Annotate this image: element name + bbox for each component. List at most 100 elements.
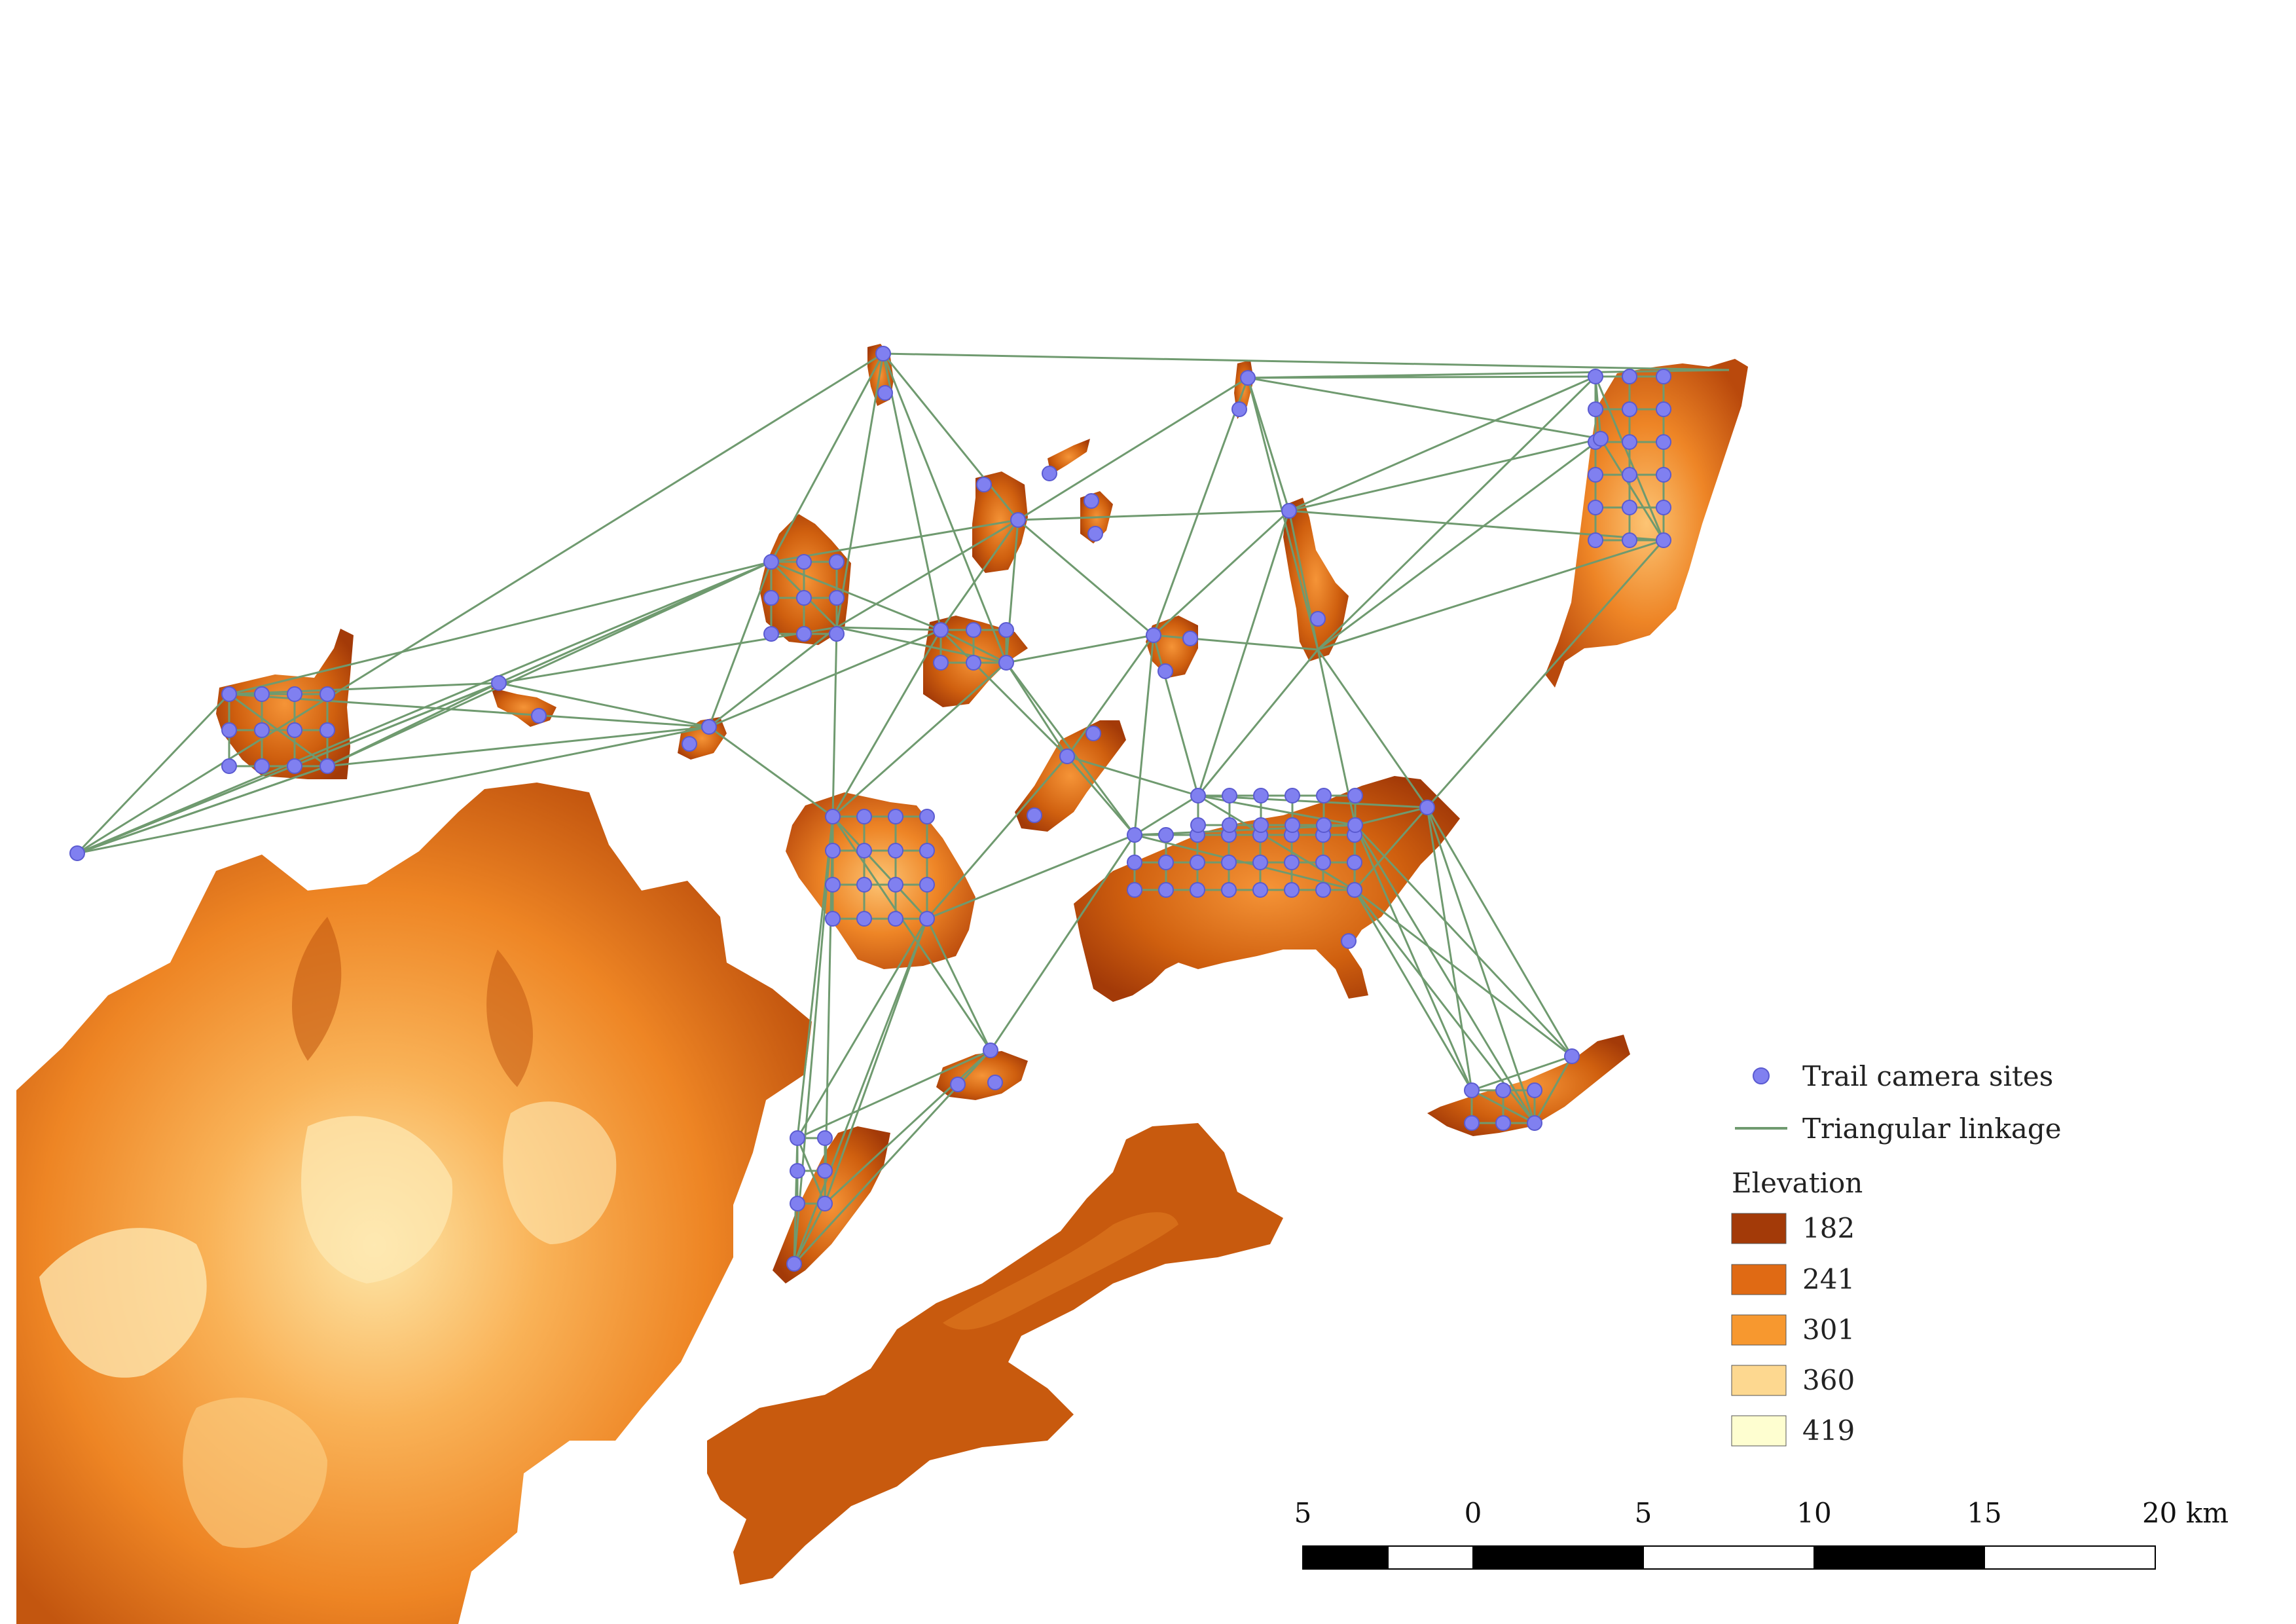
camera-site (1656, 500, 1671, 515)
linkage-line (771, 561, 941, 631)
linkage-line (1317, 539, 1664, 651)
linkage-line (832, 661, 1007, 818)
linkage-network (76, 352, 1730, 1265)
camera-site (1222, 788, 1237, 803)
camera-site (1158, 827, 1174, 843)
scale-label-3: 10 (1796, 1497, 1831, 1529)
linkage-line (327, 726, 710, 767)
camera-site (1622, 532, 1637, 548)
linkage-line (1134, 794, 1199, 836)
terrain-ridge-region (707, 1123, 1283, 1585)
camera-site (1284, 855, 1300, 870)
linkage-line (1317, 649, 1429, 808)
linkage-line (1066, 756, 1136, 836)
camera-site (319, 758, 335, 774)
camera-site (1059, 748, 1075, 764)
camera-site (1656, 434, 1671, 450)
camera-site (1285, 788, 1300, 803)
camera-site (1285, 817, 1300, 833)
linkage-line (1354, 889, 1573, 1058)
camera-sites (69, 346, 1671, 1272)
camera-site (786, 1256, 802, 1272)
camera-site (1084, 493, 1099, 509)
camera-site (1588, 401, 1603, 417)
linkage-line (796, 1137, 826, 1204)
camera-site (221, 758, 237, 774)
camera-site (1221, 855, 1237, 870)
camera-site (1253, 817, 1269, 833)
camera-site (1656, 532, 1671, 548)
legend-elevation-title: Elevation (1732, 1167, 1863, 1199)
camera-site (1253, 788, 1269, 803)
scale-segment (1302, 1545, 1389, 1570)
scale-label-0: 5 (1294, 1497, 1312, 1529)
camera-site (1240, 370, 1256, 386)
camera-site (287, 686, 302, 702)
linkage-line (1152, 635, 1199, 796)
linkage-line (824, 1049, 992, 1205)
camera-site (1316, 817, 1332, 833)
camera-site (1622, 434, 1637, 450)
circle-marker-icon (1753, 1067, 1770, 1084)
camera-site (976, 477, 992, 492)
scale-label-1: 0 (1465, 1497, 1482, 1529)
camera-site (319, 722, 335, 738)
linkage-line (793, 918, 928, 1264)
linkage-line (939, 519, 1019, 631)
linkage-line (1471, 1055, 1573, 1092)
linkage-line (77, 765, 328, 855)
camera-site (763, 554, 779, 570)
linkage-line (1197, 794, 1355, 891)
camera-site (1347, 788, 1363, 803)
camera-site (919, 911, 935, 927)
camera-site (254, 758, 270, 774)
linkage-line (1017, 519, 1154, 637)
legend-class-360: 360 (1802, 1364, 1855, 1396)
linkage-line (77, 352, 884, 855)
camera-site (877, 385, 893, 401)
linkage-line (1247, 369, 1730, 379)
camera-site (1221, 882, 1237, 898)
camera-site (701, 719, 717, 735)
legend-class-419: 419 (1802, 1414, 1855, 1447)
camera-site (254, 722, 270, 738)
camera-site (1127, 827, 1142, 843)
scale-segment (1387, 1545, 1474, 1570)
camera-site (796, 554, 812, 570)
patch-southwest-light (786, 792, 975, 969)
linkage-line (1426, 807, 1473, 1091)
legend-sites-label: Trail camera sites (1802, 1060, 2053, 1092)
linkage-line (796, 816, 834, 1139)
camera-site (1656, 369, 1671, 384)
camera-site (1190, 882, 1205, 898)
camera-site (1593, 431, 1609, 447)
camera-site (817, 1130, 833, 1146)
camera-site (287, 722, 302, 738)
camera-site (817, 1163, 833, 1179)
linkage-line (77, 726, 710, 855)
legend-swatch-419 (1731, 1415, 1787, 1447)
camera-site (796, 590, 812, 606)
linkage-line (1471, 1089, 1535, 1124)
camera-site (1419, 800, 1435, 815)
scale-label-4: 15 (1967, 1497, 2001, 1529)
patch-center-diag (1015, 720, 1126, 832)
linkage-line (882, 353, 942, 631)
camera-site (1622, 401, 1637, 417)
terrain-ridge-highlight (943, 1212, 1178, 1330)
camera-site (919, 877, 935, 893)
camera-site (856, 809, 872, 824)
linkage-line (1134, 834, 1355, 891)
camera-site (1495, 1115, 1511, 1131)
legend-swatch-182 (1731, 1213, 1787, 1244)
camera-site (825, 809, 841, 824)
camera-site (1127, 882, 1142, 898)
camera-site (1656, 467, 1671, 483)
camera-site (1464, 1115, 1480, 1131)
camera-site (1010, 512, 1026, 528)
patch-east-mid (1283, 498, 1349, 661)
camera-site (1464, 1082, 1480, 1098)
legend: Trail camera sites Triangular linkage El… (1731, 1060, 2062, 1447)
scale-bar: 5 0 5 10 15 20 km (1294, 1497, 2229, 1570)
linkage-line (771, 519, 1019, 563)
